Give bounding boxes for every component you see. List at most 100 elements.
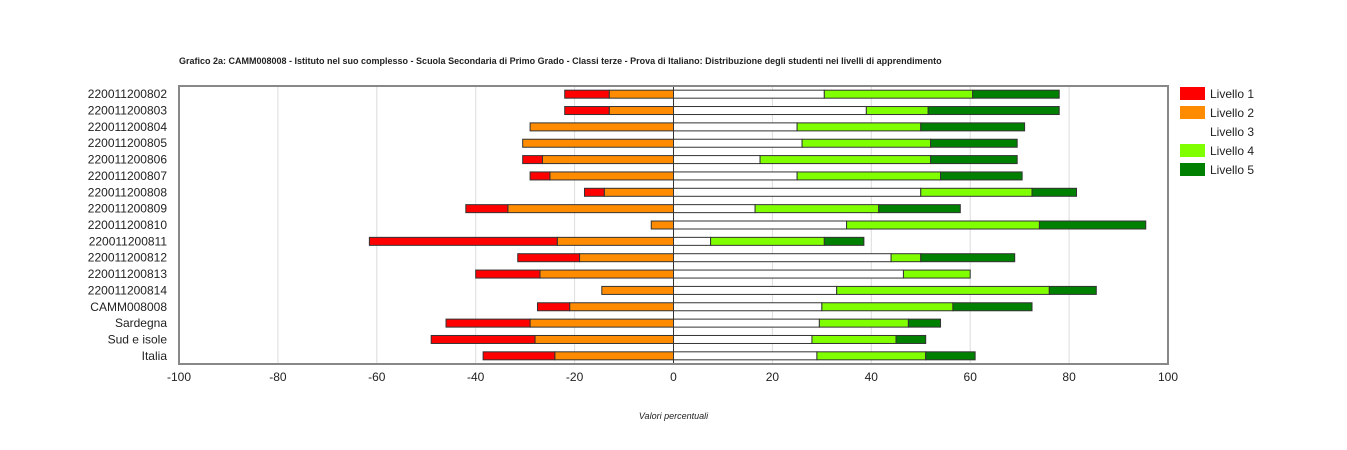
y-tick-label: 220011200813 xyxy=(88,267,168,281)
bar-livello-5 xyxy=(927,106,1060,116)
y-tick-label: 220011200804 xyxy=(88,120,168,134)
bar-livello-3 xyxy=(673,351,818,361)
legend-item: Livello 4 xyxy=(1180,141,1254,160)
bar-livello-2 xyxy=(541,155,675,165)
bar-livello-2 xyxy=(507,204,674,214)
bar-livello-5 xyxy=(878,204,961,214)
bar-livello-1 xyxy=(475,269,541,279)
legend-label: Livello 2 xyxy=(1210,105,1255,120)
bar-livello-5 xyxy=(823,236,865,246)
bar-livello-3 xyxy=(673,204,756,214)
bar-livello-2 xyxy=(549,171,674,181)
bar-livello-4 xyxy=(818,318,909,328)
legend-label: Livello 3 xyxy=(1210,124,1255,139)
bar-livello-2 xyxy=(534,334,674,344)
legend-item: Livello 2 xyxy=(1180,103,1254,122)
x-axis-label-text: Valori percentuali xyxy=(638,411,709,421)
bar-livello-3 xyxy=(673,138,803,148)
legend-label: Livello 4 xyxy=(1210,143,1255,158)
x-tick-label: 60 xyxy=(964,370,978,384)
chart-title: Grafico 2a: CAMM008008 - Istituto nel su… xyxy=(179,56,942,66)
bar-livello-3 xyxy=(673,155,761,165)
y-tick-label: 220011200802 xyxy=(88,87,168,101)
y-tick-label: Italia xyxy=(142,349,168,363)
y-tick-label: 220011200806 xyxy=(88,153,168,167)
bar-livello-4 xyxy=(816,351,927,361)
bar-livello-5 xyxy=(907,318,942,328)
x-tick-label: -80 xyxy=(269,370,287,384)
y-tick-label: 220011200812 xyxy=(88,251,168,265)
bar-livello-4 xyxy=(902,269,971,279)
bar-livello-4 xyxy=(796,171,942,181)
y-tick-label: 220011200807 xyxy=(88,169,168,183)
bar-livello-4 xyxy=(823,89,974,99)
bar-livello-3 xyxy=(673,236,712,246)
bar-livello-5 xyxy=(895,334,927,344)
x-tick-label: 80 xyxy=(1062,370,1076,384)
bar-livello-5 xyxy=(930,155,1018,165)
bar-livello-2 xyxy=(539,269,674,279)
bar-livello-1 xyxy=(522,155,543,165)
bar-livello-2 xyxy=(522,138,674,148)
bar-livello-3 xyxy=(673,106,867,116)
x-tick-label: 0 xyxy=(670,370,677,384)
bar-livello-1 xyxy=(368,236,558,246)
bar-livello-5 xyxy=(920,122,1026,132)
bar-livello-1 xyxy=(529,171,551,181)
legend-swatch xyxy=(1180,87,1205,100)
y-tick-label: 220011200808 xyxy=(88,185,168,199)
bar-livello-2 xyxy=(529,122,674,132)
bar-livello-5 xyxy=(972,89,1060,99)
bar-livello-1 xyxy=(583,187,605,197)
legend-swatch xyxy=(1180,106,1205,119)
legend-swatch xyxy=(1180,125,1205,138)
bar-livello-4 xyxy=(920,187,1033,197)
y-tick-label: Sardegna xyxy=(115,316,167,330)
bar-livello-3 xyxy=(673,171,798,181)
bar-livello-1 xyxy=(537,302,571,312)
plot-frame xyxy=(178,85,1169,365)
bar-livello-5 xyxy=(940,171,1023,181)
bar-livello-4 xyxy=(821,302,954,312)
bar-livello-2 xyxy=(579,253,674,263)
legend-swatch xyxy=(1180,144,1205,157)
bar-livello-4 xyxy=(710,236,825,246)
legend-label: Livello 5 xyxy=(1210,162,1255,177)
bar-livello-2 xyxy=(601,285,674,295)
bar-livello-2 xyxy=(569,302,675,312)
bar-livello-4 xyxy=(754,204,880,214)
bar-livello-3 xyxy=(673,122,798,132)
legend-label: Livello 1 xyxy=(1210,86,1255,101)
bar-livello-3 xyxy=(673,89,825,99)
bar-livello-4 xyxy=(759,155,932,165)
bar-livello-2 xyxy=(603,187,675,197)
y-tick-label: 220011200814 xyxy=(88,283,168,297)
bar-livello-4 xyxy=(811,334,897,344)
bar-livello-5 xyxy=(920,253,1016,263)
legend-item: Livello 3 xyxy=(1180,122,1254,141)
bar-livello-2 xyxy=(556,236,674,246)
y-tick-label: 220011200810 xyxy=(88,218,168,232)
bar-livello-5 xyxy=(1048,285,1097,295)
bar-livello-2 xyxy=(529,318,674,328)
x-tick-label: -20 xyxy=(566,370,584,384)
bar-livello-3 xyxy=(673,220,848,230)
bar-livello-2 xyxy=(608,89,675,99)
bar-livello-4 xyxy=(801,138,932,148)
bar-livello-1 xyxy=(564,106,610,116)
x-tick-label: 20 xyxy=(766,370,780,384)
x-axis-label: Valori percentuali xyxy=(0,411,1347,421)
y-tick-label: 220011200811 xyxy=(89,234,168,248)
bar-livello-5 xyxy=(930,138,1018,148)
bar-livello-4 xyxy=(846,220,1040,230)
legend-item: Livello 1 xyxy=(1180,84,1254,103)
y-tick-label: 220011200805 xyxy=(88,136,168,150)
y-tick-label: 220011200809 xyxy=(88,202,168,216)
legend-swatch xyxy=(1180,163,1205,176)
bar-livello-5 xyxy=(1038,220,1147,230)
x-tick-label: -40 xyxy=(467,370,485,384)
x-tick-label: -100 xyxy=(167,370,191,384)
bar-livello-1 xyxy=(465,204,509,214)
bar-livello-1 xyxy=(430,334,536,344)
